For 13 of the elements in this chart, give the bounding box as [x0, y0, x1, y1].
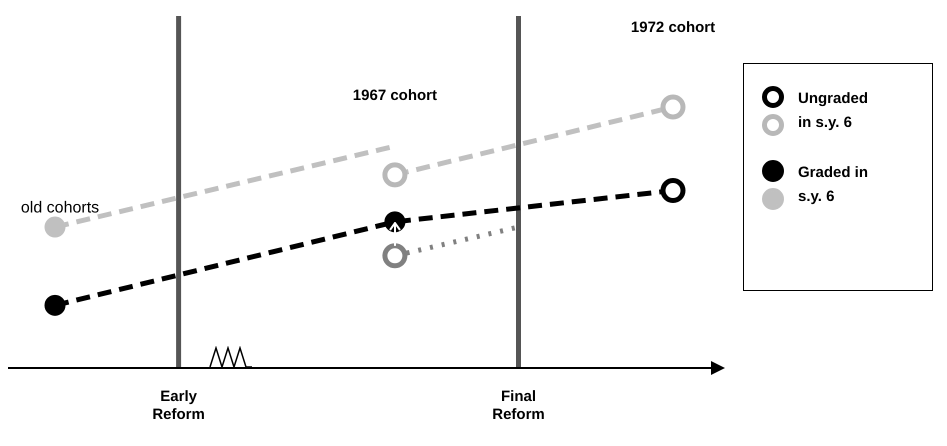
point [44, 216, 66, 238]
point [382, 243, 408, 268]
x-tick-label: Final Reform [492, 388, 545, 424]
text: 1972 cohort [630, 19, 716, 36]
point [660, 94, 686, 120]
point [382, 162, 408, 188]
point [44, 294, 66, 316]
point [660, 178, 686, 204]
legend-label: Ungraded in s.y. 6 [798, 89, 870, 133]
text: 1967 cohort [352, 87, 438, 104]
legend-label: Graded in s.y. 6 [798, 163, 870, 207]
x-tick-label: Early Reform [152, 388, 205, 424]
annotation: old cohorts [20, 199, 100, 216]
